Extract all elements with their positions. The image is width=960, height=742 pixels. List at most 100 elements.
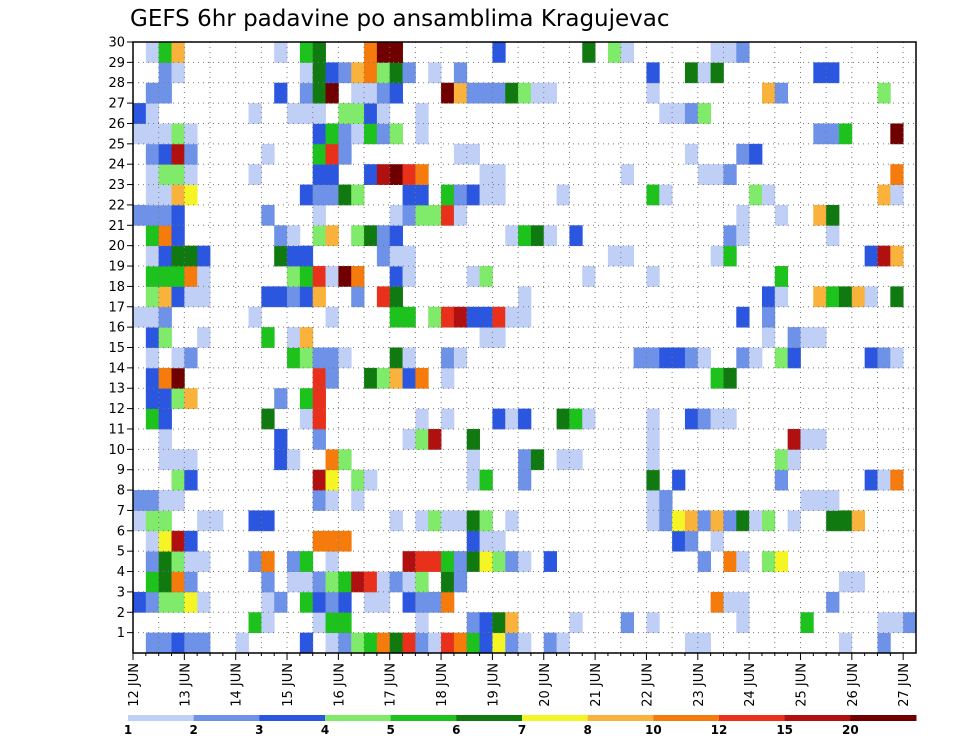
- heatmap-cell: [774, 551, 789, 572]
- heatmap-cell: [274, 42, 288, 63]
- heatmap-cell: [684, 632, 699, 654]
- heatmap-cell: [415, 123, 429, 145]
- heatmap-cell: [838, 123, 853, 145]
- heatmap-cell: [274, 286, 288, 308]
- heatmap-cell: [299, 551, 314, 572]
- heatmap-cell: [184, 245, 198, 267]
- heatmap-cell: [800, 327, 814, 348]
- heatmap-cell: [274, 245, 288, 267]
- heatmap-cell: [158, 510, 172, 532]
- heatmap-cell: [325, 591, 339, 613]
- y-tick-label: 6: [117, 524, 125, 539]
- heatmap-cell: [466, 612, 480, 634]
- heatmap-cell: [787, 449, 801, 471]
- heatmap-cell: [158, 143, 172, 165]
- heatmap-cell: [351, 632, 365, 654]
- heatmap-cell: [171, 571, 185, 593]
- heatmap-cell: [646, 490, 660, 511]
- heatmap-cell: [646, 449, 660, 471]
- y-tick-label: 4: [117, 565, 125, 580]
- heatmap-cell: [299, 245, 314, 267]
- heatmap-cell: [826, 591, 840, 613]
- heatmap-cell: [723, 551, 737, 572]
- heatmap-cell: [697, 510, 712, 532]
- heatmap-cell: [813, 490, 827, 511]
- heatmap-cell: [145, 164, 160, 185]
- heatmap-cell: [197, 510, 211, 532]
- y-tick-label: 19: [108, 260, 125, 275]
- heatmap-cell: [646, 266, 660, 287]
- y-tick-label: 20: [108, 239, 125, 254]
- chart-title: GEFS 6hr padavine po ansamblima Kragujev…: [130, 6, 670, 32]
- heatmap-cell: [158, 490, 172, 511]
- heatmap-cell: [441, 632, 455, 654]
- heatmap-cell: [184, 388, 198, 409]
- heatmap-cell: [364, 123, 378, 145]
- x-tick-label: 12 JUN: [127, 663, 142, 707]
- heatmap-cell: [325, 306, 339, 328]
- heatmap-cell: [518, 551, 532, 572]
- heatmap-cell: [133, 306, 147, 328]
- heatmap-cell: [415, 428, 429, 450]
- heatmap-cell: [145, 591, 160, 613]
- heatmap-cell: [158, 632, 172, 654]
- heatmap-cell: [312, 571, 326, 593]
- heatmap-cell: [890, 469, 904, 491]
- heatmap-cell: [890, 286, 904, 308]
- heatmap-cell: [466, 428, 480, 450]
- heatmap-cell: [428, 62, 442, 84]
- heatmap-cell: [184, 266, 198, 287]
- heatmap-cell: [556, 408, 570, 430]
- heatmap-cell: [505, 225, 519, 247]
- heatmap-cell: [299, 184, 314, 206]
- heatmap-cell: [184, 469, 198, 491]
- heatmap-cell: [274, 591, 288, 613]
- heatmap-cell: [903, 612, 917, 634]
- heatmap-cell: [389, 204, 403, 226]
- heatmap-cell: [710, 530, 724, 552]
- heatmap-cell: [466, 469, 480, 491]
- heatmap-cell: [787, 428, 801, 450]
- heatmap-cell: [389, 306, 403, 328]
- heatmap-cell: [453, 347, 468, 369]
- heatmap-cell: [158, 184, 172, 206]
- heatmap-cell: [466, 184, 480, 206]
- heatmap-cell: [145, 510, 160, 532]
- heatmap-cell: [261, 571, 275, 593]
- heatmap-cell: [312, 388, 326, 409]
- heatmap-cell: [287, 449, 301, 471]
- heatmap-cell: [351, 123, 365, 145]
- heatmap-cell: [325, 571, 339, 593]
- heatmap-cell: [145, 530, 160, 552]
- heatmap-cell: [158, 306, 172, 328]
- heatmap-cell: [364, 42, 378, 63]
- heatmap-cell: [376, 42, 391, 63]
- heatmap-cell: [736, 510, 750, 532]
- heatmap-cell: [145, 82, 160, 104]
- heatmap-cell: [518, 408, 532, 430]
- heatmap-cell: [428, 510, 442, 532]
- heatmap-cell: [774, 286, 789, 308]
- x-tick-label: 15 JUN: [281, 663, 296, 707]
- heatmap-cell: [787, 347, 801, 369]
- heatmap-cell: [518, 449, 532, 471]
- heatmap-cell: [158, 449, 172, 471]
- heatmap-cell: [710, 591, 724, 613]
- heatmap-cell: [402, 266, 416, 287]
- x-tick-label: 13 JUN: [178, 663, 193, 707]
- heatmap-cell: [402, 306, 416, 328]
- heatmap-cell: [145, 551, 160, 572]
- heatmap-cell: [158, 245, 172, 267]
- heatmap-cell: [171, 490, 185, 511]
- y-tick-label: 30: [108, 36, 125, 51]
- heatmap-cell: [287, 571, 301, 593]
- heatmap-cell: [389, 367, 403, 389]
- y-tick-label: 27: [108, 97, 125, 112]
- y-tick-label: 22: [108, 198, 125, 213]
- heatmap-cell: [325, 82, 339, 104]
- heatmap-cell: [800, 428, 814, 450]
- heatmap-cell: [659, 103, 673, 124]
- heatmap-cell: [492, 612, 506, 634]
- heatmap-cell: [787, 327, 801, 348]
- heatmap-cell: [402, 164, 416, 185]
